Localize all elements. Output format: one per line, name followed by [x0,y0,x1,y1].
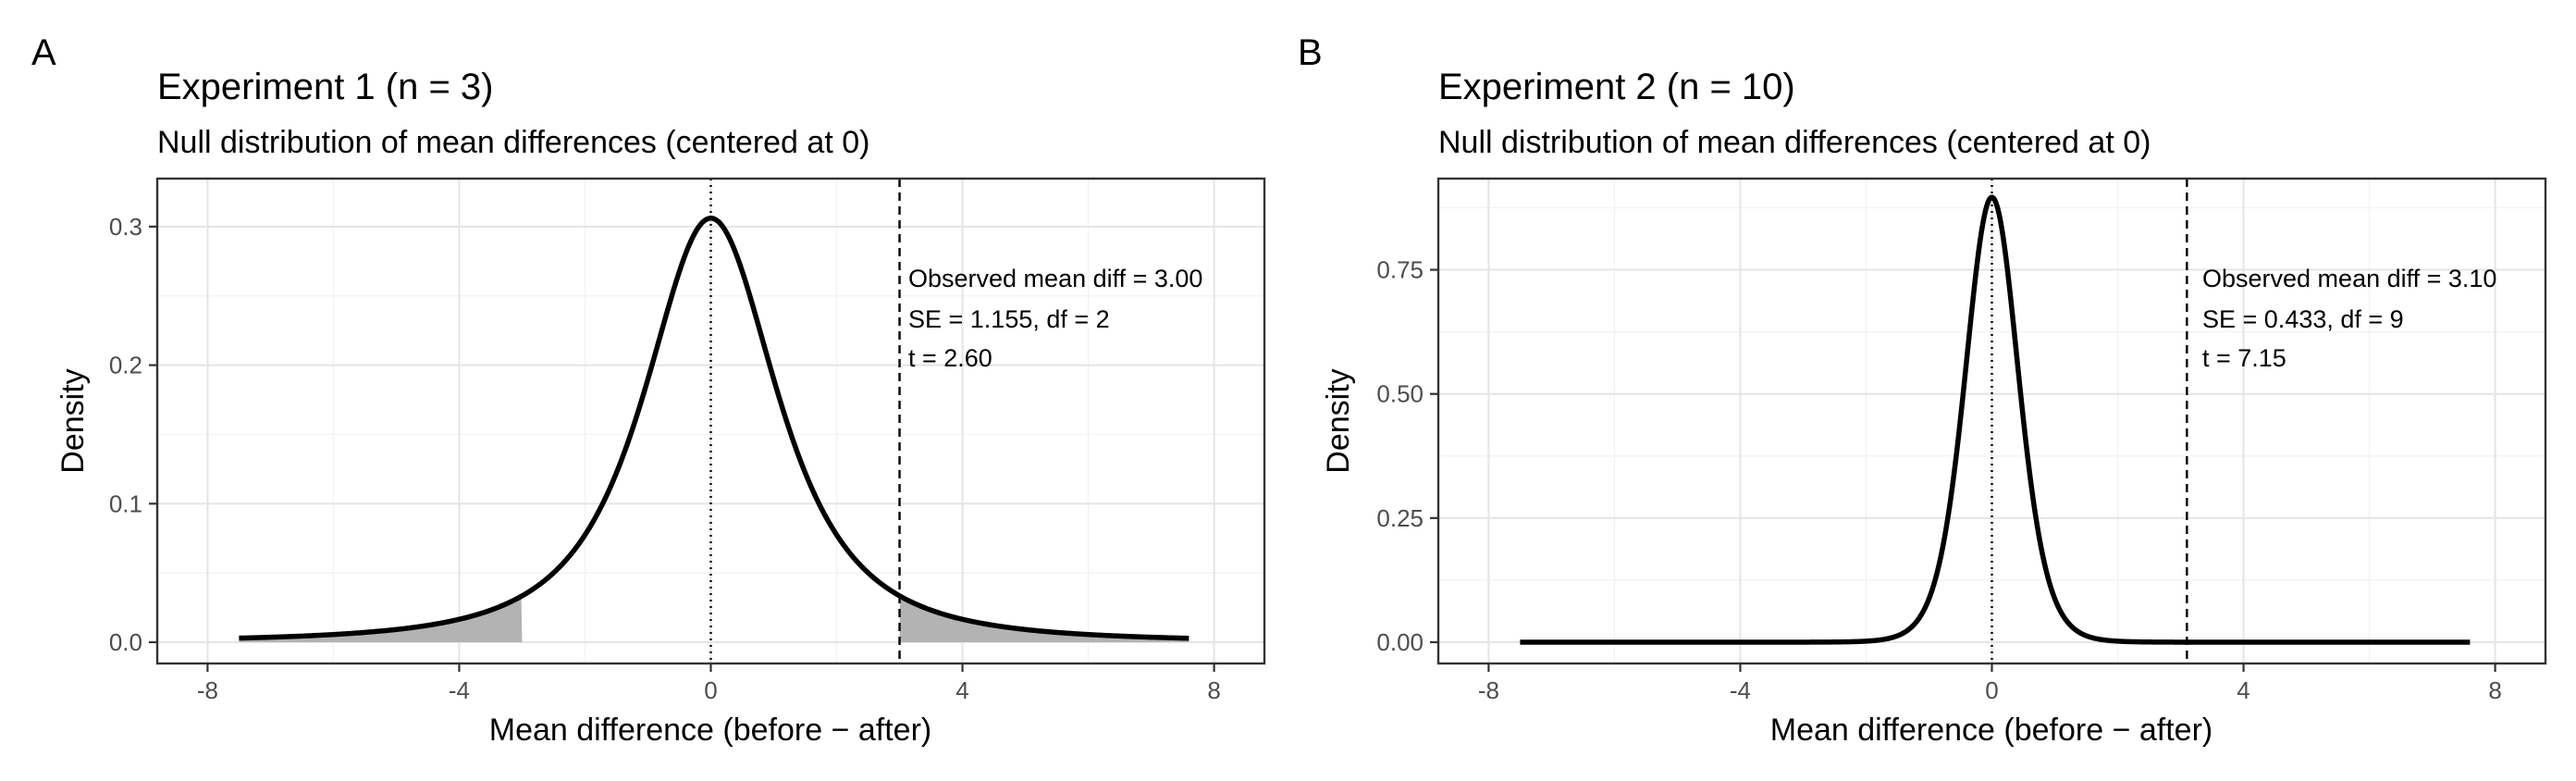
shaded-tail-area [239,596,523,642]
x-tick-label: 8 [1207,676,1220,704]
x-axis-title: Mean difference (before − after) [1770,713,2212,748]
panel-letter: A [31,32,56,73]
axes: -8 -4 0 4 8 0.0 0.1 0.2 0.3 [109,213,1221,704]
panel-letter: B [1298,32,1323,73]
plot-marks [1519,179,2471,663]
x-tick-label: -8 [1478,676,1499,704]
y-tick-label: 0.25 [1376,504,1424,532]
annotation-line-1: Observed mean diff = 3.00 [908,265,1202,292]
x-tick-label: 4 [2237,676,2249,704]
chart-title: Experiment 2 (n = 10) [1438,67,1795,107]
annotation-line-2: SE = 0.433, df = 9 [2202,305,2404,333]
y-tick-label: 0.75 [1376,256,1424,284]
y-tick-label: 0.3 [109,213,142,241]
x-tick-label: 0 [704,676,717,704]
shaded-tail-area [899,596,1189,642]
annotation-line-3: t = 7.15 [2202,344,2286,372]
density-curve [238,216,1190,641]
chart-subtitle: Null distribution of mean differences (c… [157,125,869,160]
x-tick-label: -4 [449,676,470,704]
y-tick-label: 0.0 [109,628,142,656]
x-tick-label: 8 [2488,676,2501,704]
annotation-line-3: t = 2.60 [908,344,992,372]
chart-title: Experiment 1 (n = 3) [157,67,494,107]
x-tick-label: -8 [197,676,218,704]
axes: -8 -4 0 4 8 0.00 0.25 0.50 0.75 [1376,256,2501,704]
y-tick-label: 0.00 [1376,628,1424,656]
panel-a: A Experiment 1 (n = 3) Null distribution… [31,32,1266,748]
y-tick-label: 0.50 [1376,380,1424,408]
density-curve [1519,194,2471,645]
plot-marks [238,179,1190,663]
y-axis-title: Density [55,368,91,473]
y-axis-title: Density [1321,368,1356,473]
annotation-line-2: SE = 1.155, df = 2 [908,305,1110,333]
x-axis-title: Mean difference (before − after) [489,713,931,748]
y-tick-label: 0.1 [109,490,142,517]
x-tick-label: 4 [955,676,968,704]
y-tick-label: 0.2 [109,352,142,379]
chart-subtitle: Null distribution of mean differences (c… [1438,125,2151,160]
annotation-line-1: Observed mean diff = 3.10 [2202,265,2496,292]
panel-b: B Experiment 2 (n = 10) Null distributio… [1298,32,2547,748]
x-tick-label: 0 [1985,676,1998,704]
x-tick-label: -4 [1730,676,1751,704]
